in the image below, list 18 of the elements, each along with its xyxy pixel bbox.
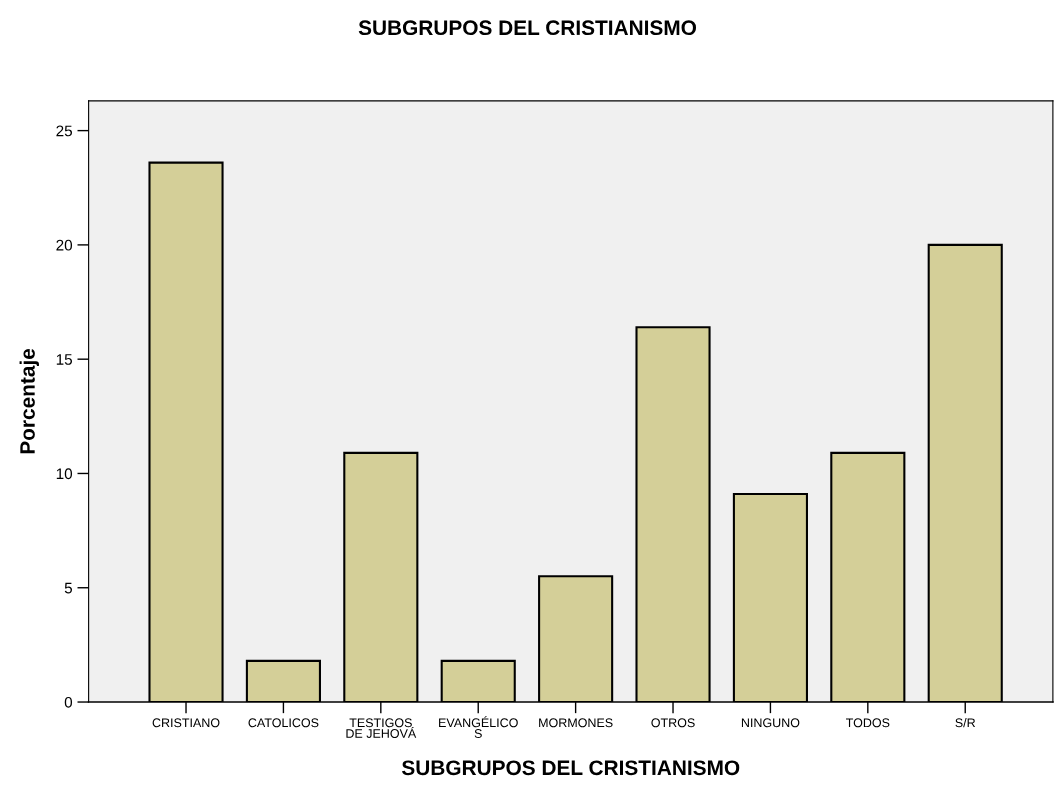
y-tick-label: 15	[56, 354, 73, 365]
y-axis-title: Porcentaje	[19, 348, 39, 454]
y-tick-label: 0	[64, 696, 73, 708]
x-tick-label: CRISTIANO	[152, 718, 220, 728]
x-tick-label: MORMONES	[539, 718, 613, 728]
x-tick-label: OTROS	[651, 718, 695, 728]
x-tick-label: TODOS	[846, 718, 890, 728]
x-tick-label: TESTIGOS DE JEHOVÁ	[346, 718, 417, 738]
x-tick-label: CATOLICOS	[248, 718, 319, 728]
y-tick-label: 5	[64, 582, 73, 594]
chart-title: SUBGRUPOS DEL CRISTIANISMO	[358, 20, 697, 36]
y-tick-label: 25	[56, 125, 73, 137]
y-tick-label: 10	[56, 468, 73, 480]
x-tick-label: NINGUNO	[741, 718, 800, 728]
x-axis-title: SUBGRUPOS DEL CRISTIANISMO	[401, 760, 740, 776]
y-tick-label: 20	[56, 239, 73, 251]
x-tick-label: EVANGÉLICO S	[439, 716, 518, 738]
x-tick-label: S/R	[955, 718, 976, 728]
